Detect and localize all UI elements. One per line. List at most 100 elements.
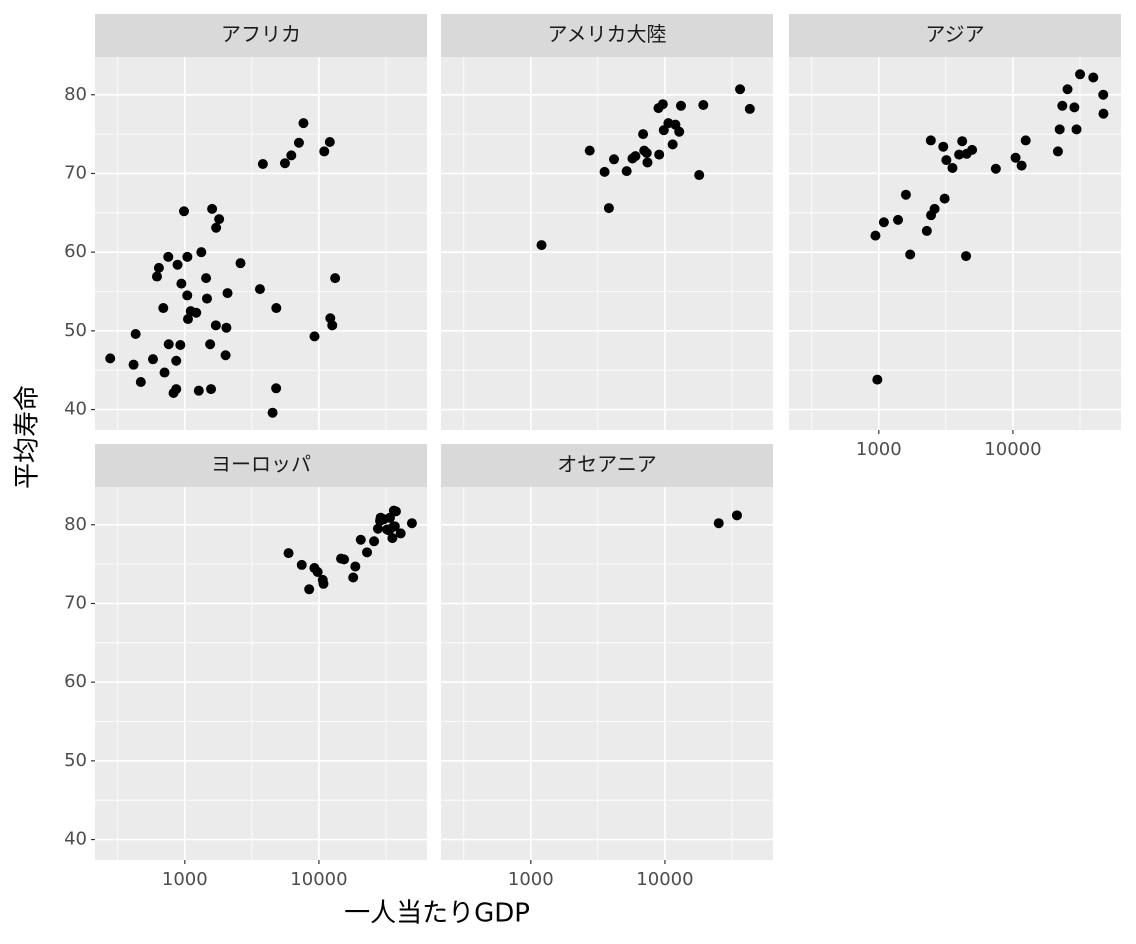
point	[653, 103, 664, 114]
point	[878, 217, 889, 228]
x-tick-label: 10000	[984, 439, 1041, 460]
point	[1057, 100, 1068, 111]
point	[1052, 146, 1063, 157]
point	[872, 374, 883, 385]
point	[1062, 84, 1073, 95]
point	[220, 350, 231, 361]
point	[641, 148, 652, 159]
point	[235, 258, 246, 269]
panel	[441, 57, 773, 430]
point	[713, 518, 724, 529]
point	[163, 251, 174, 262]
point	[921, 225, 932, 236]
point	[925, 135, 936, 146]
point	[171, 355, 182, 366]
panel-grid	[441, 57, 773, 430]
point	[182, 251, 193, 262]
point	[207, 203, 218, 214]
strip	[95, 444, 427, 487]
point	[369, 536, 380, 547]
point	[296, 559, 307, 570]
strip-label: オセアニア	[557, 452, 657, 476]
point	[939, 193, 950, 204]
x-axis-title: 一人当たりGDP	[344, 899, 530, 929]
point	[929, 203, 940, 214]
point	[309, 331, 320, 342]
point	[947, 162, 958, 173]
point	[694, 170, 705, 181]
point	[319, 146, 330, 157]
point	[324, 136, 335, 147]
x-tick-label: 10000	[290, 869, 347, 890]
point	[257, 159, 268, 170]
point	[941, 155, 952, 166]
panel	[95, 487, 427, 860]
point	[271, 303, 282, 314]
point	[638, 129, 649, 140]
panel-background	[441, 487, 773, 860]
point	[698, 100, 709, 111]
y-tick-label: 70	[64, 162, 87, 183]
panel	[441, 487, 773, 860]
strip-label: アメリカ大陸	[548, 22, 667, 46]
point	[1098, 89, 1109, 100]
y-tick-label: 50	[64, 320, 87, 341]
point	[387, 533, 398, 544]
point	[201, 293, 212, 304]
point	[254, 284, 265, 295]
point	[172, 259, 183, 270]
panel-grid	[789, 57, 1121, 430]
point	[339, 554, 350, 565]
point	[1010, 152, 1021, 163]
point	[135, 376, 146, 387]
point	[185, 306, 196, 317]
point	[990, 163, 1001, 174]
point	[372, 523, 383, 534]
point	[175, 340, 186, 351]
strip	[95, 14, 427, 57]
y-tick-label: 60	[64, 671, 87, 692]
point	[961, 148, 972, 159]
panel	[95, 57, 427, 430]
point	[663, 118, 674, 129]
point	[355, 534, 366, 545]
panel-background	[95, 57, 427, 430]
point	[128, 359, 139, 370]
x-tick-label: 10000	[636, 869, 693, 890]
point	[609, 154, 620, 165]
point	[658, 125, 669, 136]
y-tick-label: 50	[64, 750, 87, 771]
point	[182, 314, 193, 325]
panel-grid	[95, 487, 427, 860]
point	[193, 385, 204, 396]
point	[1088, 72, 1099, 83]
point	[1020, 135, 1031, 146]
point	[178, 206, 189, 217]
point	[298, 118, 309, 129]
point	[1054, 124, 1065, 135]
point	[279, 158, 290, 169]
x-tick-label: 1000	[162, 869, 208, 890]
point	[1071, 124, 1082, 135]
point	[731, 510, 742, 521]
point	[293, 137, 304, 148]
point	[957, 136, 968, 147]
point	[893, 214, 904, 225]
point	[675, 100, 686, 111]
point	[348, 572, 359, 583]
point	[1075, 69, 1086, 80]
point	[627, 153, 638, 164]
point	[210, 320, 221, 331]
point	[395, 528, 406, 539]
point	[159, 367, 170, 378]
point	[221, 322, 232, 333]
point	[900, 189, 911, 200]
point	[954, 149, 965, 160]
point	[362, 547, 373, 558]
point	[744, 103, 755, 114]
point	[1098, 108, 1109, 119]
point	[603, 203, 614, 214]
panel-grid	[441, 487, 773, 860]
point	[642, 157, 653, 168]
